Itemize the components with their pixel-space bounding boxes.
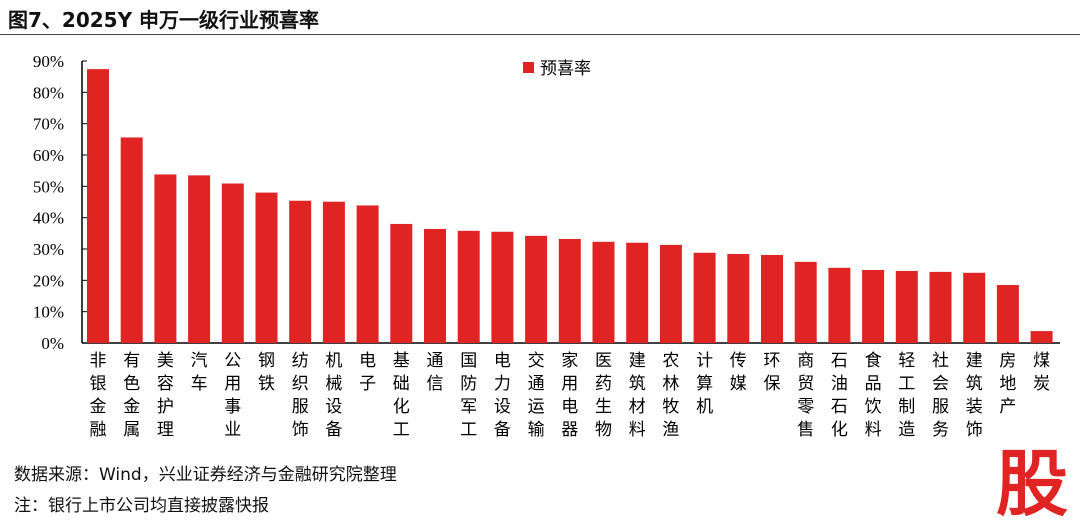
watermark-logo: 股 xyxy=(996,442,1069,526)
x-tick-label: 交通运输 xyxy=(528,351,545,440)
x-tick-label: 环保 xyxy=(764,351,781,394)
x-tick-label: 医药生物 xyxy=(595,351,612,440)
x-tick-label: 建筑装饰 xyxy=(966,351,983,440)
x-tick-label: 基础化工 xyxy=(393,351,410,440)
bar xyxy=(525,235,548,343)
x-tick-label: 电力设备 xyxy=(494,351,511,440)
y-tick-label: 30% xyxy=(33,240,64,259)
bar xyxy=(1030,331,1053,343)
x-tick-label: 电子 xyxy=(359,351,376,394)
bar xyxy=(221,183,244,343)
legend-label: 预喜率 xyxy=(540,59,591,79)
bar xyxy=(693,252,716,343)
footnote: 注：银行上市公司均直接披露快报 xyxy=(14,496,269,516)
bar xyxy=(761,254,783,343)
x-tick-label: 计算机 xyxy=(696,351,713,417)
bar xyxy=(356,205,379,343)
legend-swatch xyxy=(523,62,534,73)
bar xyxy=(457,230,480,343)
bar xyxy=(929,271,952,343)
bar xyxy=(255,192,278,343)
bar xyxy=(895,270,918,343)
x-tick-label: 家用电器 xyxy=(561,351,578,440)
figure-title: 图7、2025Y 申万一级行业预喜率 xyxy=(8,8,320,32)
x-tick-label: 美容护理 xyxy=(157,351,174,440)
x-tick-label: 商贸零售 xyxy=(797,351,814,440)
bar xyxy=(727,254,750,343)
bar xyxy=(659,244,682,343)
x-tick-label: 钢铁 xyxy=(258,351,275,394)
x-tick-label: 社会服务 xyxy=(932,351,949,440)
bar xyxy=(424,228,446,343)
x-tick-label: 通信 xyxy=(427,351,444,394)
bar xyxy=(154,174,177,343)
title-divider xyxy=(0,34,1080,35)
y-tick-label: 10% xyxy=(33,303,64,322)
x-tick-label: 石油石化 xyxy=(831,351,848,440)
x-tick-label: 公用事业 xyxy=(224,351,241,440)
y-tick-label: 70% xyxy=(33,115,64,134)
x-tick-label: 食品饮料 xyxy=(865,351,882,440)
x-tick-label: 机械设备 xyxy=(325,351,342,440)
bar xyxy=(592,241,615,343)
bar xyxy=(491,231,514,343)
y-tick-label: 0% xyxy=(41,334,64,353)
source-note: 数据来源：Wind，兴业证券经济与金融研究院整理 xyxy=(14,465,397,485)
bar xyxy=(390,223,413,343)
x-tick-label: 农林牧渔 xyxy=(662,351,679,440)
y-tick-label: 20% xyxy=(33,271,64,290)
bar xyxy=(87,69,109,343)
bar xyxy=(289,200,312,343)
y-tick-label: 90% xyxy=(33,52,64,71)
y-tick-label: 60% xyxy=(33,146,64,165)
bar xyxy=(626,242,649,343)
y-tick-label: 40% xyxy=(33,209,64,228)
x-tick-label: 非银金融 xyxy=(90,351,107,440)
x-tick-label: 建筑材料 xyxy=(629,351,646,440)
y-tick-label: 50% xyxy=(33,177,64,196)
bar xyxy=(558,238,581,343)
bar xyxy=(188,175,211,343)
bar xyxy=(996,285,1019,343)
y-tick-label: 80% xyxy=(33,83,64,102)
bar xyxy=(322,201,345,343)
x-tick-label: 有色金属 xyxy=(123,351,140,440)
bar xyxy=(963,272,986,343)
bar xyxy=(794,261,817,343)
bar-chart: 0% 10% 20% 30% 40% 50% 60% 70% 80% 90% 非银金融有色金属美容护… xyxy=(33,52,1060,440)
x-tick-label: 国防军工 xyxy=(460,351,477,440)
x-tick-label: 传媒 xyxy=(730,351,747,394)
x-tick-label: 房地产 xyxy=(999,351,1016,417)
x-tick-label: 煤炭 xyxy=(1033,351,1050,394)
bar xyxy=(828,267,851,343)
x-tick-label: 汽车 xyxy=(191,351,208,394)
bar xyxy=(862,269,885,343)
x-tick-label: 轻工制造 xyxy=(898,351,915,440)
bar xyxy=(120,137,143,343)
x-tick-label: 纺织服饰 xyxy=(292,351,309,440)
